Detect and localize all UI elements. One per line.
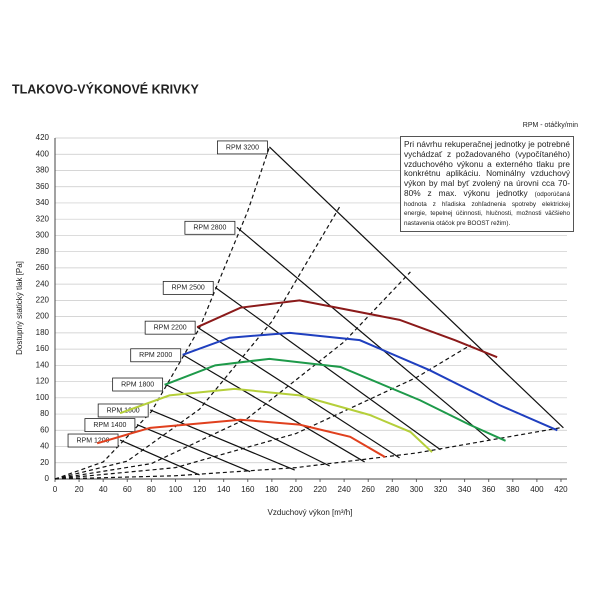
rpm-label-box (217, 140, 268, 155)
x-tick-label: 60 (123, 485, 132, 494)
x-tick-label: 160 (241, 485, 255, 494)
y-tick-label: 80 (40, 409, 49, 418)
fan-curve (96, 418, 386, 458)
y-tick-label: 240 (36, 279, 50, 288)
rpm-label-box (112, 377, 164, 392)
rpm-line (164, 383, 330, 467)
x-axis-label: Vzduchový výkon [m³/h] (268, 508, 353, 517)
x-tick-label: 80 (147, 485, 156, 494)
x-tick-label: 140 (217, 485, 231, 494)
y-tick-label: 260 (36, 263, 50, 272)
y-tick-label: 200 (36, 312, 50, 321)
chart-title: TLAKOVO-VÝKONOVÉ KRIVKY (12, 81, 199, 96)
y-tick-label: 220 (36, 295, 50, 304)
rpm-label-box (162, 280, 214, 295)
x-tick-label: 400 (530, 485, 544, 494)
y-tick-label: 120 (36, 377, 50, 386)
fan-curve (182, 331, 558, 432)
system-curve (54, 427, 560, 480)
rpm-label: RPM 2000 (139, 352, 172, 359)
system-curve (54, 146, 271, 480)
x-tick-label: 280 (386, 485, 400, 494)
x-tick-label: 320 (434, 485, 448, 494)
y-tick-label: 420 (36, 133, 50, 142)
rpm-line (136, 424, 251, 473)
rpm-note: RPM - otáčky/min (523, 122, 578, 129)
rpm-line (269, 146, 564, 429)
x-tick-label: 100 (169, 485, 183, 494)
rpm-label: RPM 1800 (121, 381, 154, 388)
note-box: Pri návrhu rekuperačnej jednotky je potr… (400, 136, 574, 233)
x-tick-label: 240 (337, 485, 351, 494)
rpm-line (149, 409, 295, 471)
rpm-label: RPM 3200 (226, 144, 259, 151)
rpm-label-box (67, 433, 119, 448)
y-tick-label: 360 (36, 182, 50, 191)
fan-curve (164, 357, 506, 442)
y-tick-label: 280 (36, 247, 50, 256)
y-tick-label: 160 (36, 344, 50, 353)
x-tick-label: 0 (53, 485, 58, 494)
system-curve (54, 344, 471, 480)
x-tick-label: 40 (99, 485, 108, 494)
system-curve (54, 205, 342, 480)
y-tick-label: 180 (36, 328, 50, 337)
y-axis-label: Dostupný statický tlak [Pa] (15, 261, 24, 355)
y-tick-label: 320 (36, 214, 50, 223)
rpm-label-box (144, 320, 196, 335)
fan-curve (196, 299, 498, 359)
x-tick-label: 340 (458, 485, 472, 494)
fan-curve (119, 387, 433, 453)
rpm-label: RPM 2200 (154, 325, 187, 332)
y-tick-label: 20 (40, 458, 49, 467)
y-tick-label: 140 (36, 360, 50, 369)
rpm-label: RPM 1400 (93, 422, 126, 429)
rpm-label-box (184, 220, 236, 235)
y-tick-label: 380 (36, 166, 50, 175)
y-tick-label: 400 (36, 149, 50, 158)
x-tick-label: 120 (193, 485, 207, 494)
y-tick-label: 0 (45, 474, 50, 483)
system-curve (54, 271, 411, 480)
rpm-line (119, 439, 200, 476)
y-tick-label: 60 (40, 425, 49, 434)
rpm-label: RPM 1600 (107, 407, 140, 414)
rpm-line (182, 354, 365, 463)
y-tick-label: 40 (40, 442, 49, 451)
note-text: Pri návrhu rekuperačnej jednotky je potr… (404, 139, 570, 198)
x-tick-label: 20 (75, 485, 84, 494)
x-tick-label: 380 (506, 485, 520, 494)
rpm-label: RPM 2500 (172, 285, 205, 292)
x-tick-label: 180 (265, 485, 279, 494)
rpm-line (236, 226, 491, 441)
y-tick-label: 300 (36, 231, 50, 240)
y-tick-label: 340 (36, 198, 50, 207)
x-tick-label: 220 (313, 485, 327, 494)
rpm-label: RPM 1200 (77, 437, 110, 444)
rpm-label: RPM 2800 (193, 225, 226, 232)
rpm-label-box (130, 348, 182, 363)
x-tick-label: 300 (410, 485, 424, 494)
rpm-label-box (84, 418, 136, 433)
x-tick-label: 200 (289, 485, 303, 494)
y-tick-label: 100 (36, 393, 50, 402)
x-tick-label: 360 (482, 485, 496, 494)
rpm-line (214, 286, 441, 451)
note-small-text: (odporúčaná hodnota z hľadiska zohľadnen… (404, 190, 570, 228)
x-tick-label: 260 (362, 485, 376, 494)
rpm-line (196, 326, 400, 459)
x-tick-label: 420 (554, 485, 568, 494)
